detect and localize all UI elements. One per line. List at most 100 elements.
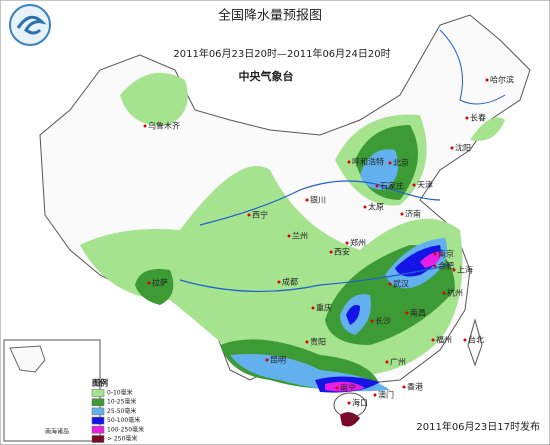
- inset-coast: [9, 345, 46, 373]
- issuer: 中央气象台: [239, 69, 294, 83]
- city-dot: [373, 393, 377, 397]
- rain-area: [395, 245, 441, 277]
- city-label: 南昌: [410, 308, 426, 318]
- city-dot: [431, 338, 435, 342]
- city-dot: [452, 268, 456, 272]
- rain-areas: [80, 72, 505, 427]
- legend-label: 10-25毫米: [107, 398, 136, 406]
- city-dot: [370, 319, 374, 323]
- legend-swatch: [91, 407, 105, 416]
- map-title: 全国降水量预报图: [218, 8, 322, 24]
- rain-area: [120, 72, 188, 126]
- city-label: 哈尔滨: [490, 75, 514, 85]
- city-label: 香港: [407, 382, 423, 392]
- city-label: 济南: [405, 209, 421, 219]
- rain-area: [135, 269, 174, 305]
- city-dot: [247, 213, 251, 217]
- city-label: 长沙: [375, 316, 391, 326]
- legend-label: 0-10毫米: [107, 389, 133, 397]
- city-label: 北京: [393, 158, 409, 168]
- taiwan: [467, 318, 483, 367]
- period: 2011年06月23日20时—2011年06月24日20时: [173, 47, 390, 60]
- city-label: 沈阳: [455, 143, 471, 153]
- city-label: 石家庄: [380, 181, 404, 191]
- city-dot: [305, 340, 309, 344]
- city-dot: [345, 241, 349, 245]
- rain-area: [346, 305, 360, 325]
- city-label: 杭州: [447, 288, 463, 298]
- city-label: 长春: [470, 113, 486, 123]
- rain-area: [340, 412, 360, 427]
- city-label: 银川: [310, 195, 326, 205]
- city-dot: [433, 252, 437, 256]
- city-dot: [433, 264, 437, 268]
- river: [179, 264, 451, 293]
- city-label: 拉萨: [152, 278, 168, 288]
- city-label: 武汉: [393, 279, 409, 289]
- legend-label: > 250毫米: [107, 435, 137, 443]
- river: [199, 180, 441, 226]
- legend-swatch: [91, 426, 105, 434]
- legend-swatch: [91, 398, 105, 406]
- city-dot: [388, 161, 392, 165]
- rain-area: [360, 149, 399, 190]
- city-dot: [385, 360, 389, 364]
- issued: 2011年06月23日17时发布: [416, 420, 540, 433]
- city-label: 福州: [436, 336, 452, 345]
- city-dot: [329, 250, 333, 254]
- city-label: 合肥: [438, 261, 454, 271]
- city-dot: [402, 385, 406, 389]
- rain-area: [420, 251, 442, 268]
- rain-area: [470, 117, 505, 141]
- city-dot: [347, 401, 351, 405]
- city-label: 成都: [282, 277, 298, 287]
- city-dot: [147, 281, 151, 285]
- city-dot: [277, 280, 281, 284]
- city-label: 澳门: [378, 390, 394, 400]
- legend-label: 50-100毫米: [107, 416, 140, 424]
- city-dot: [287, 234, 291, 238]
- river: [439, 29, 506, 105]
- city-label: 台北: [468, 335, 484, 345]
- legend-title: 图例: [92, 378, 108, 388]
- city-dot: [335, 386, 339, 390]
- city-dot: [347, 160, 351, 164]
- city-label: 郑州: [350, 238, 366, 248]
- city-label: 广州: [390, 357, 406, 367]
- city-dot: [405, 311, 409, 315]
- legend-swatch: [91, 389, 105, 397]
- legend-swatch: [91, 416, 105, 425]
- city-dot: [463, 338, 467, 342]
- city-dot: [375, 184, 379, 188]
- city-dot: [400, 212, 404, 216]
- city-label: 呼和浩特: [352, 157, 384, 167]
- city-dot: [450, 146, 454, 150]
- city-dot: [388, 282, 392, 286]
- city-dot: [465, 116, 469, 120]
- city-label: 西宁: [252, 210, 268, 220]
- city-label: 南宁: [340, 383, 356, 393]
- legend-swatch: [91, 435, 105, 443]
- city-label: 天津: [417, 180, 433, 190]
- city-label: 上海: [457, 265, 473, 275]
- city-dot: [442, 291, 446, 295]
- city-dot: [485, 78, 489, 82]
- city-dot: [143, 124, 147, 128]
- city-label: 贵阳: [310, 337, 326, 347]
- city-label: 太原: [368, 202, 384, 212]
- city-label: 重庆: [316, 303, 332, 313]
- city-label: 西安: [334, 247, 350, 257]
- legend-label: 100-250毫米: [107, 425, 144, 433]
- city-dot: [265, 358, 269, 362]
- legend-label: 25-50毫米: [107, 407, 136, 415]
- rain-area: [325, 381, 365, 392]
- city-dot: [412, 183, 416, 187]
- city-label: 昆明: [270, 356, 286, 365]
- logo-mark: [16, 15, 47, 35]
- city-dot: [305, 198, 309, 202]
- city-label: 兰州: [292, 231, 308, 241]
- city-label: 乌鲁木齐: [148, 121, 180, 131]
